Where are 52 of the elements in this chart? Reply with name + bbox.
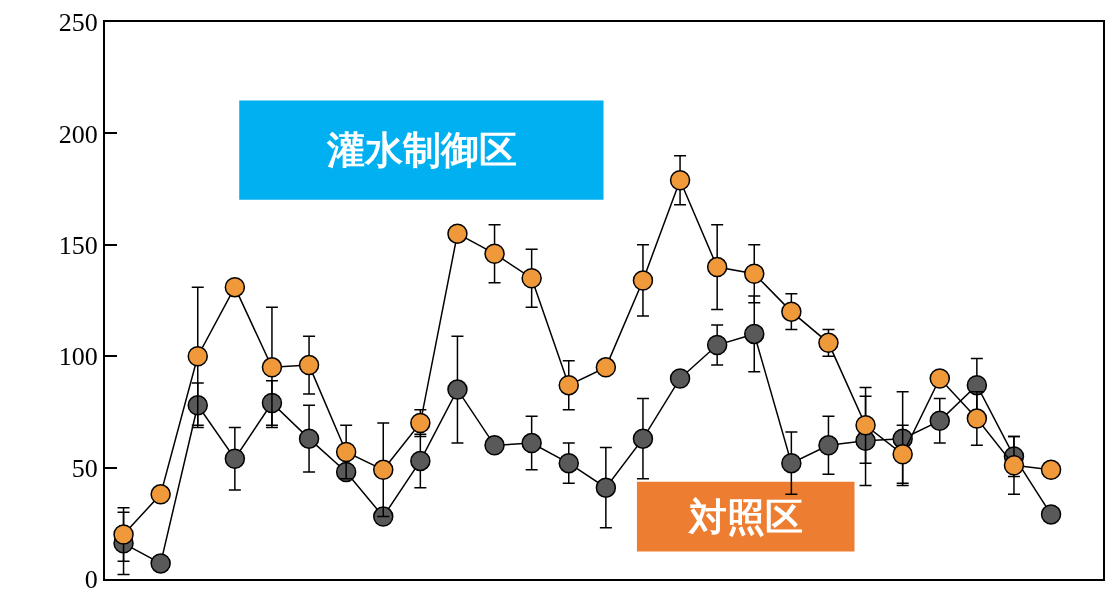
point [855,415,876,436]
point [335,441,357,463]
point [595,357,617,378]
point [113,524,134,545]
point [410,412,431,434]
point [1040,459,1062,481]
point [669,169,691,191]
y-tick-label: 50 [71,453,98,483]
point [447,379,468,400]
point [818,332,839,354]
point [150,553,171,574]
point [298,354,320,376]
point [1003,455,1025,476]
annotation: 対照区 [688,495,803,539]
point [187,345,208,367]
y-tick-label: 150 [58,230,98,260]
point [447,223,468,244]
point [373,506,394,527]
point [484,243,505,264]
point [929,410,951,432]
point [966,408,988,429]
point [818,435,839,456]
point [298,428,320,449]
point [632,428,654,449]
point [224,448,246,469]
point [781,301,802,322]
point [150,484,171,505]
point [929,368,951,389]
point [410,450,431,472]
point [558,452,579,474]
point [373,459,394,481]
point [669,368,691,389]
annotation: 灌水制御区 [326,128,517,172]
point [744,323,765,345]
point [224,276,246,298]
point [521,267,542,289]
point [706,334,728,356]
point [706,256,728,278]
y-tick-label: 100 [58,342,98,372]
point [558,374,579,396]
point [892,443,913,465]
point [521,432,542,454]
y-tick-label: 200 [58,119,98,149]
point [261,357,283,378]
point [632,270,654,291]
point [744,263,765,284]
y-tick-label: 0 [84,565,98,595]
point [1040,504,1062,525]
point [781,452,802,474]
point [484,435,505,456]
y-tick-label: 250 [58,8,98,38]
point [595,477,617,498]
